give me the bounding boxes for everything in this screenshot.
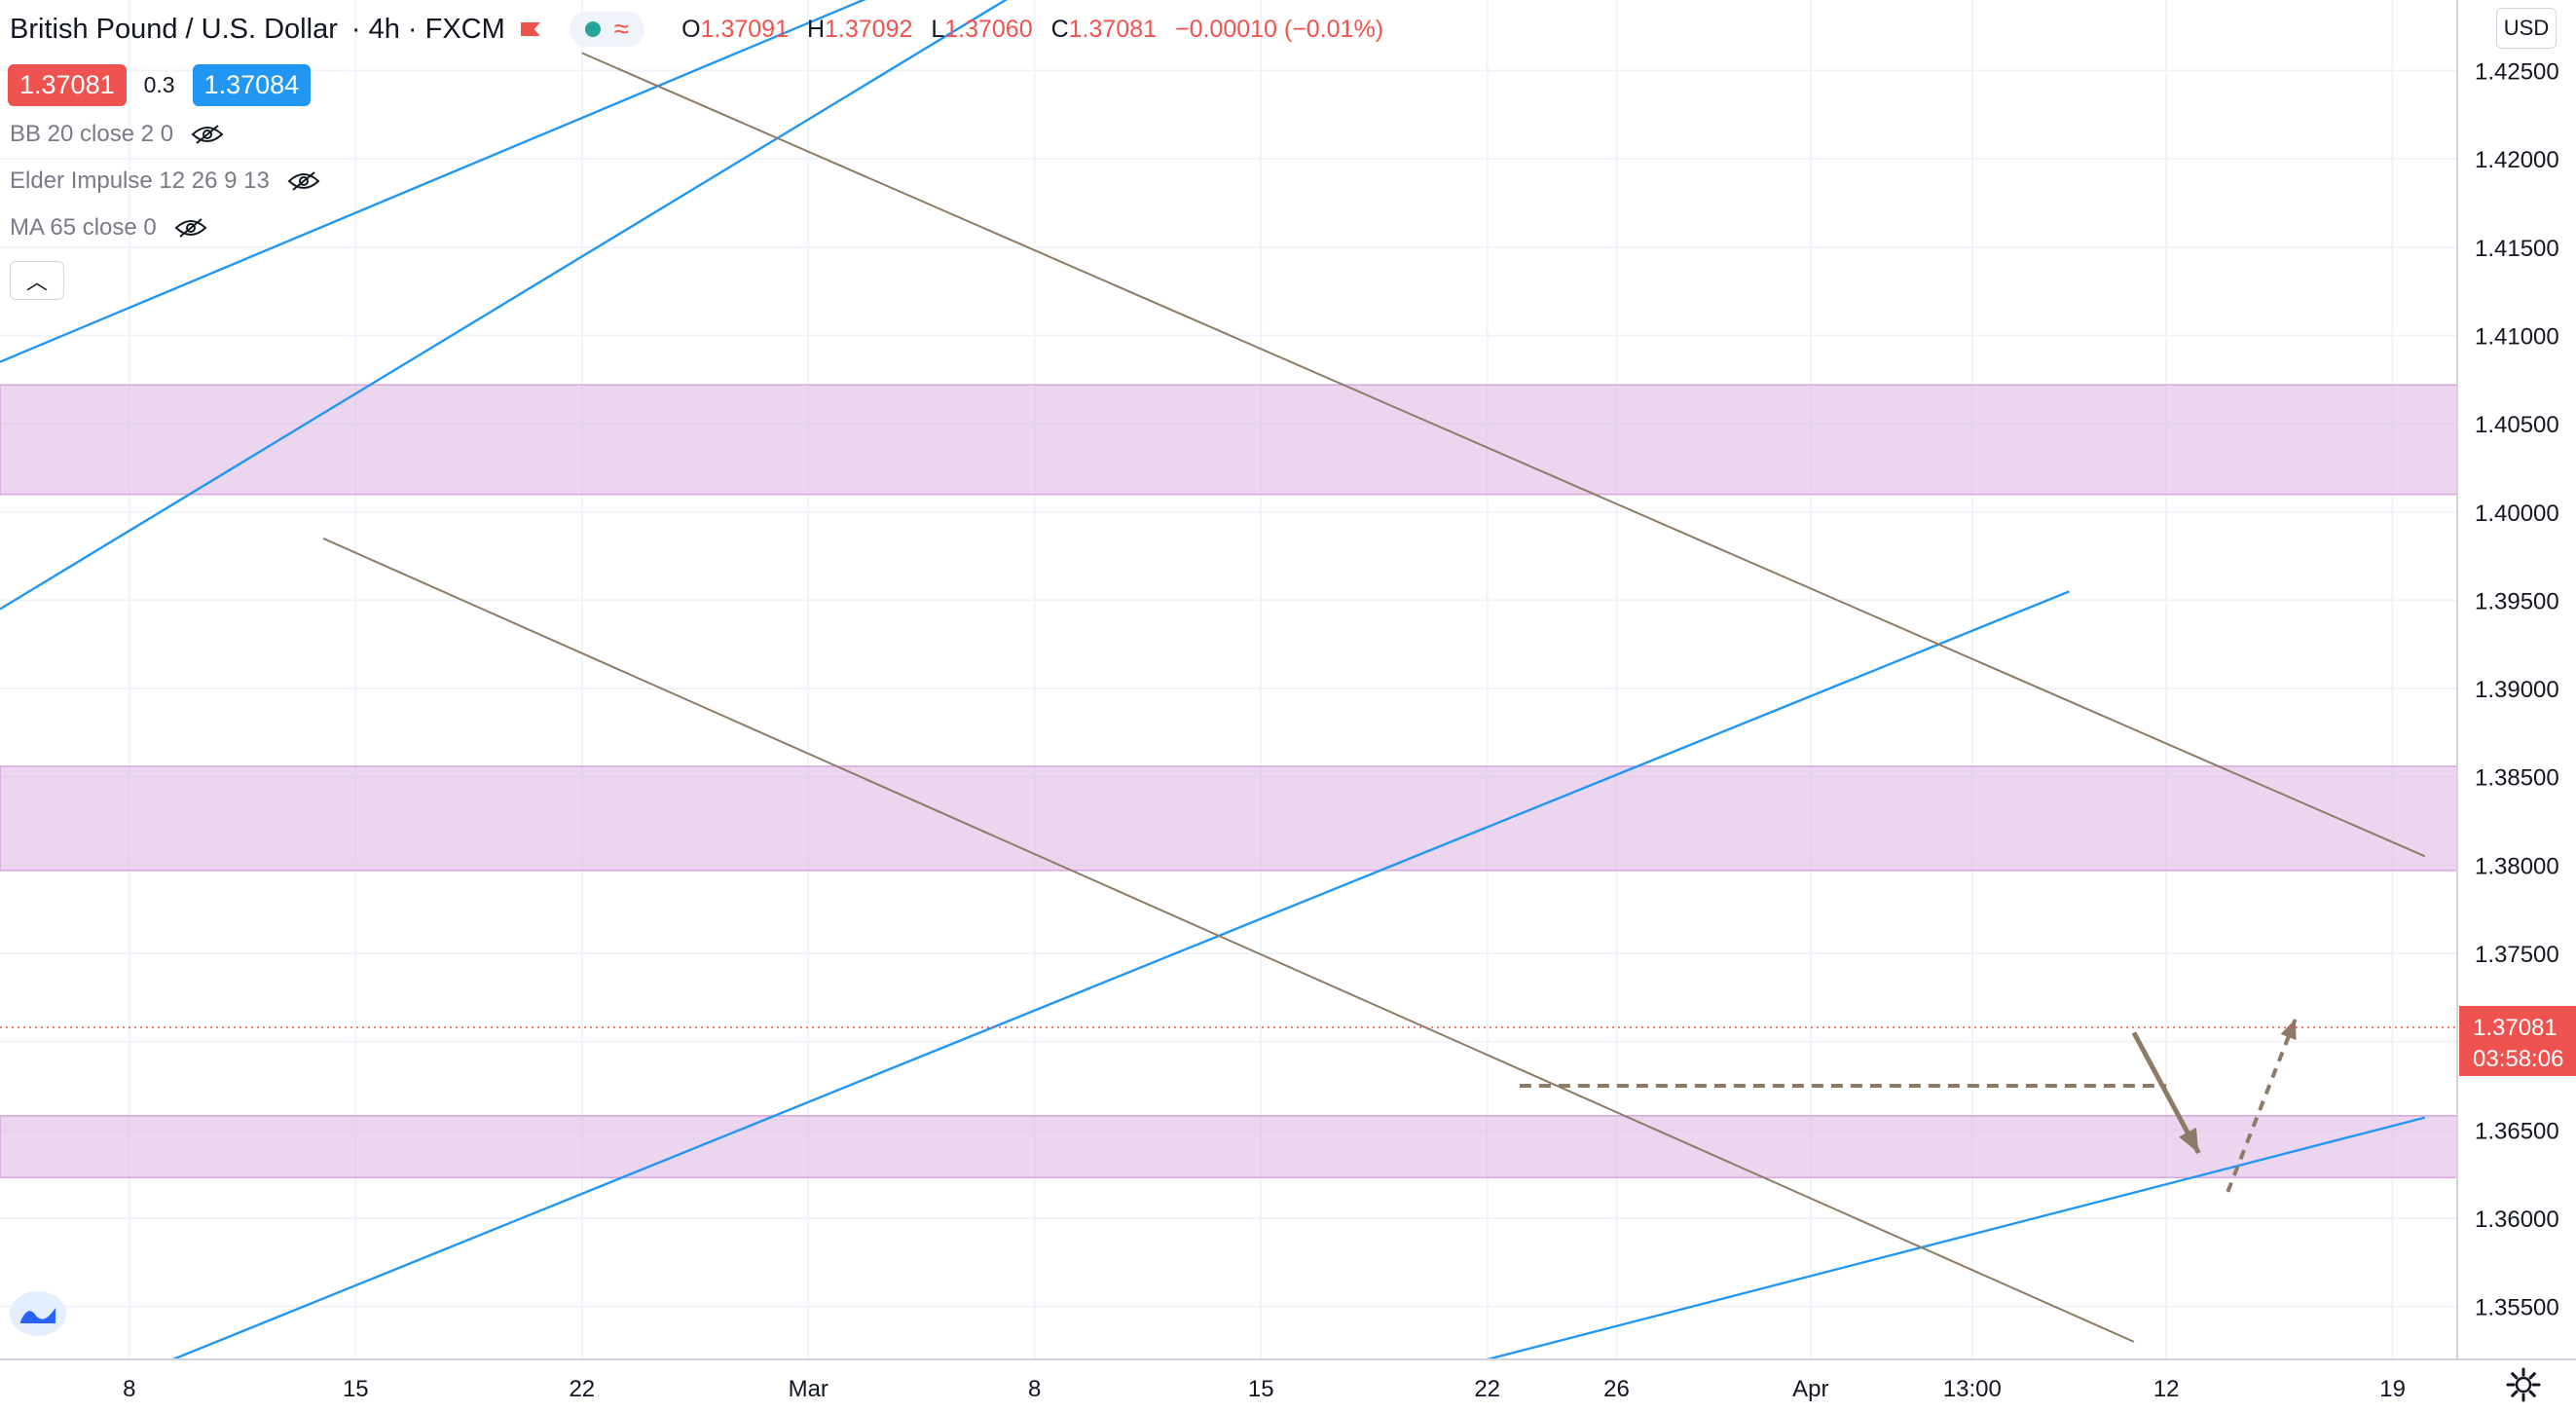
indicator-label: Elder Impulse 12 26 9 13 bbox=[10, 167, 270, 194]
time-tick-label: 15 bbox=[343, 1376, 369, 1402]
eye-off-icon[interactable] bbox=[287, 170, 320, 192]
eye-off-icon[interactable] bbox=[174, 217, 207, 239]
price-tick-label: 1.42500 bbox=[2475, 59, 2559, 86]
gear-icon[interactable] bbox=[2506, 1367, 2541, 1402]
ohlc-values: O1.37091 H1.37092 L1.37060 C1.37081 −0.0… bbox=[670, 16, 1383, 44]
high-value: 1.37092 bbox=[825, 15, 913, 43]
time-tick-label: 8 bbox=[123, 1376, 135, 1402]
price-tick-label: 1.39500 bbox=[2475, 588, 2559, 614]
trendline-brown[interactable] bbox=[581, 52, 2426, 858]
time-tick-label: 22 bbox=[569, 1376, 595, 1402]
current-price-label: 1.37081 bbox=[2473, 1015, 2558, 1041]
indicator-row-ma[interactable]: MA 65 close 0 bbox=[10, 214, 207, 242]
data-status-pill[interactable]: ≈ bbox=[569, 12, 645, 47]
time-tick-label: Mar bbox=[789, 1376, 828, 1402]
exchange-label: FXCM bbox=[424, 13, 505, 45]
time-tick-label: 19 bbox=[2379, 1376, 2406, 1402]
time-tick-label: 26 bbox=[1603, 1376, 1630, 1402]
projection-arrow-up[interactable] bbox=[2226, 1018, 2298, 1193]
trendline-blue[interactable] bbox=[0, 0, 1035, 611]
indicator-row-elder[interactable]: Elder Impulse 12 26 9 13 bbox=[10, 167, 320, 195]
price-tick-label: 1.39000 bbox=[2475, 677, 2559, 703]
arrowhead-icon bbox=[2280, 1019, 2297, 1041]
time-tick-label: 22 bbox=[1474, 1376, 1500, 1402]
price-tick-label: 1.37500 bbox=[2475, 942, 2559, 968]
time-tick-label: 13:00 bbox=[1943, 1376, 2002, 1402]
arrowhead-icon bbox=[2179, 1127, 2199, 1153]
supply-demand-zone[interactable] bbox=[0, 384, 2458, 496]
currency-button[interactable]: USD bbox=[2496, 8, 2557, 49]
time-tick-label: 12 bbox=[2153, 1376, 2180, 1402]
change-value: −0.00010 (−0.01%) bbox=[1174, 15, 1384, 43]
price-tick-label: 1.41000 bbox=[2475, 323, 2559, 350]
bid-ask-row: 1.37081 0.3 1.37084 bbox=[8, 64, 312, 106]
interval-label[interactable]: 4h bbox=[368, 13, 400, 45]
market-open-dot-icon bbox=[584, 21, 601, 37]
open-label: O bbox=[681, 15, 701, 43]
indicator-label: BB 20 close 2 0 bbox=[10, 121, 174, 147]
supply-demand-zone[interactable] bbox=[0, 765, 2458, 872]
title-separator: · bbox=[350, 13, 369, 45]
open-value: 1.37091 bbox=[700, 15, 789, 43]
price-tick-label: 1.38500 bbox=[2475, 765, 2559, 792]
close-value: 1.37081 bbox=[1068, 15, 1158, 43]
buy-price-button[interactable]: 1.37084 bbox=[192, 64, 312, 106]
sell-price-button[interactable]: 1.37081 bbox=[8, 64, 127, 106]
time-tick-label: 15 bbox=[1248, 1376, 1274, 1402]
price-tick-label: 1.40000 bbox=[2475, 501, 2559, 527]
market-closed-flag-icon[interactable] bbox=[520, 22, 540, 36]
low-label: L bbox=[931, 15, 945, 43]
trendline-blue[interactable] bbox=[1487, 1116, 2426, 1359]
indicator-label: MA 65 close 0 bbox=[10, 214, 157, 241]
candle-countdown-label: 03:58:06 bbox=[2473, 1046, 2563, 1072]
price-tick-label: 1.40500 bbox=[2475, 412, 2559, 438]
price-axis[interactable] bbox=[2457, 0, 2576, 1412]
price-tick-label: 1.35500 bbox=[2475, 1295, 2559, 1321]
collapse-legend-button[interactable]: ︿ bbox=[10, 261, 64, 300]
price-tick-label: 1.36000 bbox=[2475, 1207, 2559, 1233]
trendline-blue[interactable] bbox=[0, 0, 905, 363]
price-tick-label: 1.38000 bbox=[2475, 853, 2559, 879]
current-price-tag[interactable] bbox=[2459, 1005, 2576, 1076]
logo-wave-icon bbox=[20, 1308, 55, 1323]
chart-legend: British Pound / U.S. Dollar · 4h · FXCM … bbox=[10, 8, 1383, 51]
spread-value: 0.3 bbox=[143, 72, 175, 97]
high-label: H bbox=[806, 15, 826, 43]
time-tick-label: Apr bbox=[1792, 1376, 1828, 1402]
wave-icon: ≈ bbox=[613, 14, 630, 44]
time-axis[interactable] bbox=[0, 1359, 2576, 1412]
time-tick-label: 8 bbox=[1028, 1376, 1041, 1402]
symbol-title[interactable]: British Pound / U.S. Dollar bbox=[10, 13, 338, 45]
price-tick-label: 1.36500 bbox=[2475, 1118, 2559, 1144]
tradingview-logo-icon[interactable] bbox=[10, 1291, 66, 1336]
trendline-brown[interactable] bbox=[322, 538, 2135, 1343]
indicator-row-bb[interactable]: BB 20 close 2 0 bbox=[10, 121, 224, 148]
chevron-up-icon: ︿ bbox=[25, 270, 48, 294]
price-tick-label: 1.42000 bbox=[2475, 147, 2559, 173]
trendline-blue[interactable] bbox=[129, 590, 2070, 1377]
interval-separator: · bbox=[399, 13, 425, 45]
close-label: C bbox=[1050, 15, 1069, 43]
price-tick-label: 1.41500 bbox=[2475, 236, 2559, 262]
eye-off-icon[interactable] bbox=[191, 124, 224, 145]
low-value: 1.37060 bbox=[944, 15, 1033, 43]
supply-demand-zone[interactable] bbox=[0, 1115, 2458, 1179]
